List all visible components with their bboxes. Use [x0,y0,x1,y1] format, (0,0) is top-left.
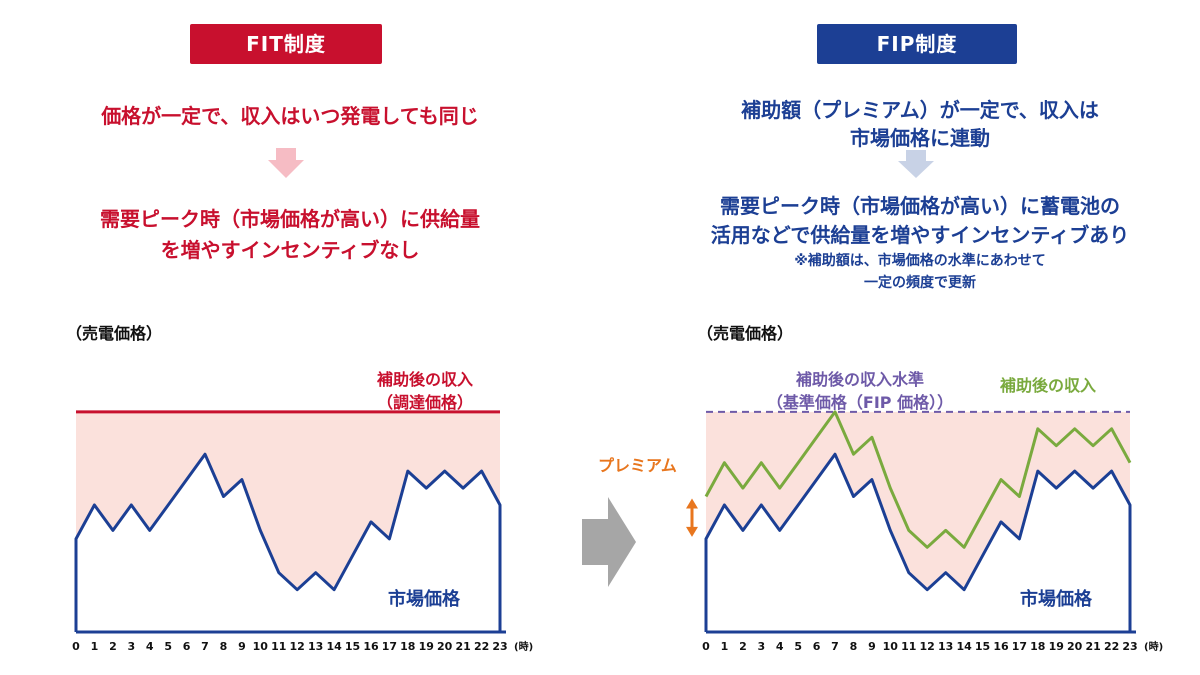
fip-incentive-line-1: 需要ピーク時（市場価格が高い）に蓄電池の [720,194,1120,218]
fip-income-line [704,410,1132,549]
fit-badge: FIT制度 [190,24,382,64]
fit-market-label: 市場価格 [388,589,460,610]
x-tick-label: 17 [382,640,397,653]
x-tick-label: 0 [702,640,710,653]
fit-income-label-2: （調達価格） [376,393,473,412]
x-tick-label: 8 [220,640,228,653]
fip-down-arrow [898,150,934,178]
fip-incentive-line-2: 活用などで供給量を増やすインセンティブあり [710,223,1130,247]
x-tick-label: 7 [201,640,209,653]
premium-fill-area [706,411,1130,590]
x-tick-label: 23 [1122,640,1137,653]
x-tick-label: 18 [1030,640,1045,653]
x-tick-label: 5 [794,640,802,653]
x-tick-label: 14 [956,640,972,653]
x-tick-label: 4 [146,640,154,653]
x-tick-label: 19 [1049,640,1064,653]
premium-arrow-up-head [686,498,698,509]
x-tick-label: 7 [831,640,839,653]
fip-note-line-1: ※補助額は、市場価格の水準にあわせて [794,253,1046,269]
x-tick-label: 16 [363,640,379,653]
x-unit-label: (時) [514,640,533,653]
x-tick-label: 15 [975,640,990,653]
fip-description-line-2: 市場価格に連動 [850,126,990,150]
fip-income-label: 補助後の収入 [1000,376,1097,395]
market-price-line [704,452,1132,632]
x-tick-label: 13 [938,640,953,653]
fip-chart: 0 1 2 3 4 5 6 7 8 9 10 11 12 13 14 15 16 17 18 19 20 21 22 23 (時… [686,410,1163,653]
x-tick-label: 3 [757,640,765,653]
x-tick-label: 0 [72,640,80,653]
x-tick-label: 17 [1012,640,1027,653]
x-tick-label: 21 [1085,640,1100,653]
x-tick-label: 15 [345,640,360,653]
premium-arrow-down-head [686,526,698,537]
x-tick-label: 23 [492,640,507,653]
x-tick-label: 11 [271,640,286,653]
x-tick-label: 14 [326,640,342,653]
x-tick-label: 8 [850,640,858,653]
x-tick-label: 19 [419,640,434,653]
fip-reference-label-2: （基準価格（FIP 価格）） [766,393,954,412]
x-tick-label: 2 [109,640,117,653]
fip-badge: FIP制度 [817,24,1017,64]
fit-chart: 0 1 2 3 4 5 6 7 8 9 10 11 12 13 14 15 16 17 18 19 20 21 22 23 (時… [72,410,533,653]
x-tick-label: 10 [253,640,269,653]
fip-note-line-2: 一定の頻度で更新 [864,275,976,291]
fip-market-label: 市場価格 [1020,589,1092,610]
fit-down-arrow [268,148,304,178]
fit-description: 価格が一定で、収入はいつ発電しても同じ [101,104,479,128]
x-tick-label: 4 [776,640,784,653]
fit-incentive-line-2: を増やすインセンティブなし [160,238,420,262]
x-tick-label: 11 [901,640,916,653]
x-tick-label: 6 [183,640,191,653]
x-tick-label: 18 [400,640,415,653]
x-tick-label: 2 [739,640,747,653]
fit-axis-title: （売電価格） [66,324,163,343]
premium-fill-area [76,411,500,590]
market-price-line [74,452,502,632]
x-tick-label: 22 [474,640,489,653]
fip-premium-label: プレミアム [598,456,677,475]
x-tick-label: 1 [721,640,729,653]
x-tick-label: 1 [91,640,99,653]
x-tick-label: 5 [164,640,172,653]
x-tick-label: 16 [993,640,1009,653]
transition-arrow [582,497,636,587]
fit-income-label-1: 補助後の収入 [376,370,473,389]
x-tick-label: 22 [1104,640,1119,653]
x-tick-label: 9 [238,640,246,653]
x-tick-label: 6 [813,640,821,653]
x-tick-label: 20 [437,640,453,653]
x-tick-label: 20 [1067,640,1083,653]
fip-axis-title: （売電価格） [697,324,794,343]
x-unit-label: (時) [1144,640,1163,653]
x-tick-label: 12 [290,640,305,653]
x-tick-label: 21 [455,640,470,653]
x-tick-label: 13 [308,640,323,653]
fip-description-line-1: 補助額（プレミアム）が一定で、収入は [741,98,1099,122]
x-tick-label: 9 [868,640,876,653]
fip-reference-label-1: 補助後の収入水準 [795,370,924,389]
x-tick-label: 12 [920,640,935,653]
x-tick-label: 10 [883,640,899,653]
x-tick-label: 3 [127,640,135,653]
fit-incentive-line-1: 需要ピーク時（市場価格が高い）に供給量 [100,207,480,231]
